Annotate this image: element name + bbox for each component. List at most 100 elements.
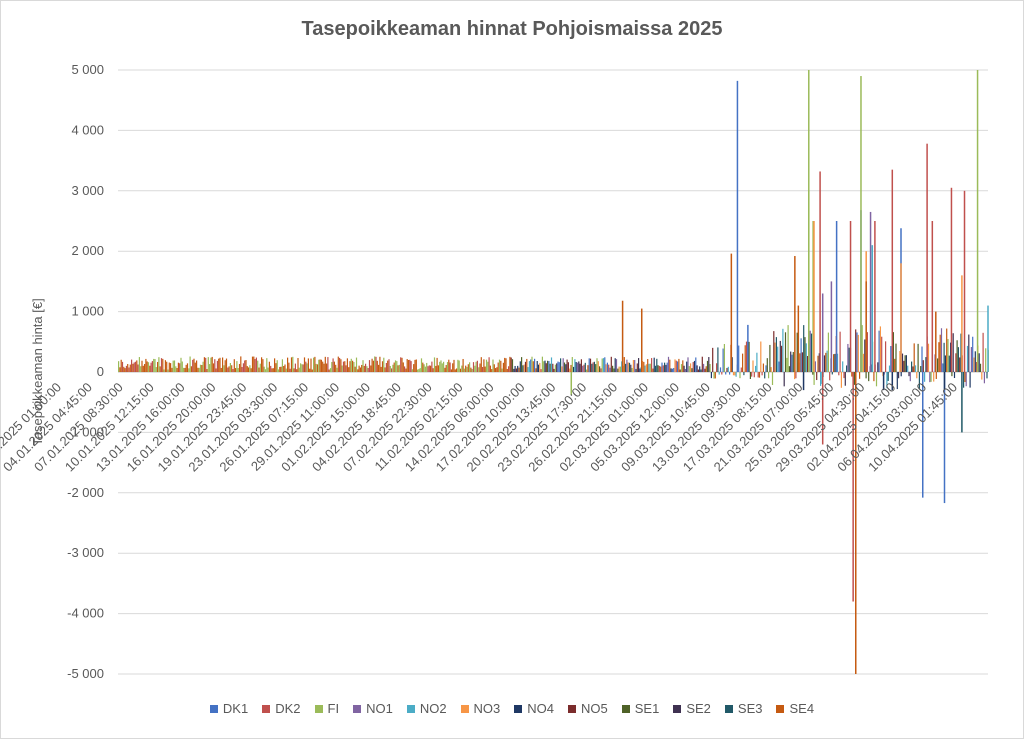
legend-label: FI <box>327 701 340 716</box>
bar <box>920 366 922 372</box>
bar <box>293 368 295 372</box>
bar <box>605 364 607 372</box>
bar <box>732 372 735 376</box>
bar <box>189 356 191 372</box>
legend-swatch <box>406 704 415 713</box>
spike-bar <box>869 211 872 372</box>
bar <box>760 341 762 372</box>
bar <box>413 364 415 372</box>
bar <box>857 334 859 372</box>
bar <box>186 363 189 372</box>
y-tick-label: 3 000 <box>71 183 104 198</box>
bar <box>397 365 399 372</box>
bar <box>593 361 595 372</box>
bar <box>868 372 870 382</box>
bar <box>532 361 534 372</box>
bar <box>168 362 170 372</box>
bar <box>912 366 914 372</box>
bar <box>398 364 400 372</box>
bar <box>444 367 446 372</box>
bar <box>166 361 168 372</box>
bar <box>717 347 719 372</box>
legend-label: SE3 <box>737 701 763 716</box>
bar <box>576 362 579 372</box>
bar <box>270 365 272 372</box>
bar <box>175 366 177 372</box>
bar <box>385 363 387 372</box>
bar <box>826 350 828 372</box>
bar <box>266 358 268 372</box>
bar <box>738 345 740 372</box>
bar <box>674 359 676 372</box>
bar <box>950 342 952 372</box>
bar <box>185 364 187 372</box>
bar <box>578 361 580 372</box>
spike-bar <box>812 221 814 372</box>
bar <box>653 357 655 372</box>
legend-label: SE2 <box>686 701 711 716</box>
spike-bar <box>570 372 573 395</box>
bar <box>856 332 858 372</box>
bar <box>939 334 941 372</box>
bar <box>671 368 673 372</box>
bar <box>359 367 361 372</box>
bar <box>333 361 335 372</box>
spike-bar <box>943 372 946 504</box>
bar <box>218 358 220 372</box>
bar <box>271 368 273 372</box>
y-tick-label: 2 000 <box>71 243 104 258</box>
y-tick-label: 4 000 <box>71 122 104 137</box>
bar <box>376 360 378 372</box>
bar <box>878 330 880 372</box>
bar <box>758 372 761 378</box>
bar <box>615 359 618 372</box>
bar <box>352 360 354 372</box>
bar <box>212 363 215 372</box>
bar <box>556 363 558 372</box>
bar <box>469 362 471 372</box>
bar <box>888 365 891 372</box>
bar <box>794 372 796 380</box>
bar <box>842 361 844 372</box>
bar <box>188 368 190 372</box>
legend-item: NO1 <box>353 701 393 716</box>
bar <box>294 363 296 372</box>
bar <box>145 358 147 372</box>
bar <box>904 355 906 372</box>
bar <box>943 342 945 372</box>
bar <box>641 360 644 372</box>
bar <box>211 356 213 372</box>
bar <box>358 365 360 372</box>
bar <box>964 372 966 383</box>
bar <box>821 372 823 384</box>
bar <box>128 367 130 372</box>
legend-label: NO4 <box>527 701 555 716</box>
bar <box>956 340 958 372</box>
bar <box>981 372 983 380</box>
bar <box>704 368 706 372</box>
bar <box>680 364 683 372</box>
bar <box>427 366 429 372</box>
bar <box>599 366 601 372</box>
bar <box>859 372 861 379</box>
bar <box>320 359 322 372</box>
bar <box>670 368 672 372</box>
bar <box>417 369 419 372</box>
spike-bar <box>855 372 857 674</box>
spike-bar <box>926 143 928 372</box>
spike-bar <box>830 281 833 372</box>
bar <box>855 329 857 372</box>
bar <box>415 359 417 372</box>
bar <box>820 372 822 386</box>
bar <box>440 360 442 372</box>
bar <box>483 359 485 372</box>
bar <box>463 368 465 372</box>
spike-bar <box>797 305 800 372</box>
bar <box>524 361 527 372</box>
bar <box>453 359 455 372</box>
bar <box>123 366 125 372</box>
bar <box>853 372 855 385</box>
bar <box>768 372 770 379</box>
bar <box>627 362 629 372</box>
